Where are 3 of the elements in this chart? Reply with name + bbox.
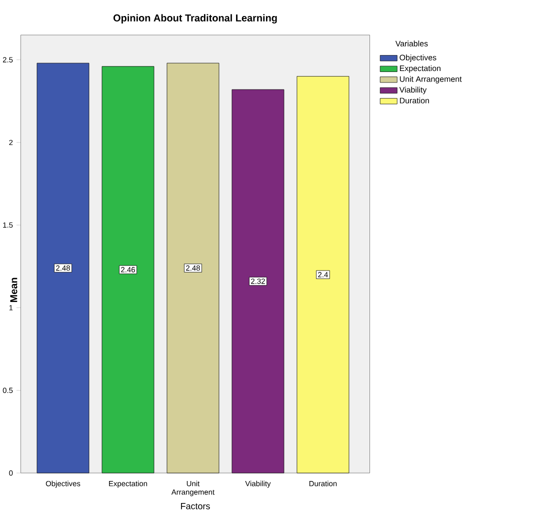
chart-title: Opinion About Traditonal Learning (113, 14, 277, 24)
x-axis-title: Factors (181, 503, 210, 510)
y-axis-title: Mean (10, 278, 18, 302)
